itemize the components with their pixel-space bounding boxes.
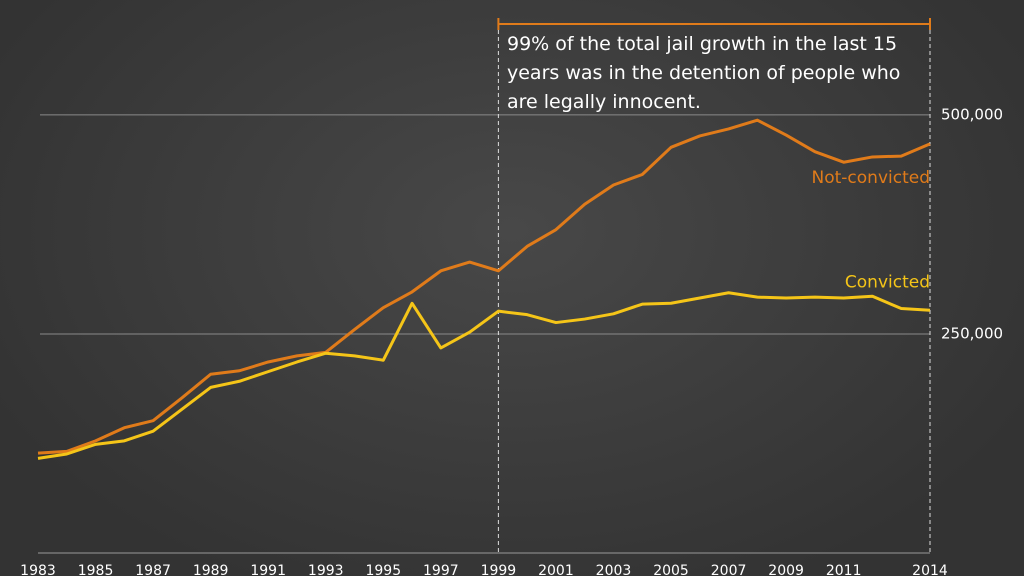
x-tick-label: 1989 [193,563,229,576]
series-label: Not-convicted [812,168,931,188]
x-tick-label: 1999 [481,563,517,576]
x-tick-label: 1987 [135,563,171,576]
x-tick-label: 2007 [711,563,747,576]
x-tick-label: 1985 [78,563,114,576]
annotation: 99% of the total jail growth in the last… [507,33,901,113]
series-line [37,291,931,460]
x-tick-label: 1991 [250,563,286,576]
y-tick-label: 250,000 [941,324,1003,342]
x-tick-label: 1997 [423,563,459,576]
series-line [37,118,931,455]
x-tick-label: 2011 [826,563,862,576]
y-tick-label: 500,000 [941,105,1003,123]
x-tick-label: 1983 [20,563,56,576]
x-tick-label: 2005 [653,563,689,576]
x-tick-label: 2003 [596,563,632,576]
x-tick-label: 2009 [768,563,804,576]
series-label: Convicted [845,272,930,292]
x-tick-label: 1993 [308,563,344,576]
x-tick-label: 2001 [538,563,574,576]
x-tick-label: 1995 [365,563,401,576]
x-tick-label: 2014 [912,563,948,576]
